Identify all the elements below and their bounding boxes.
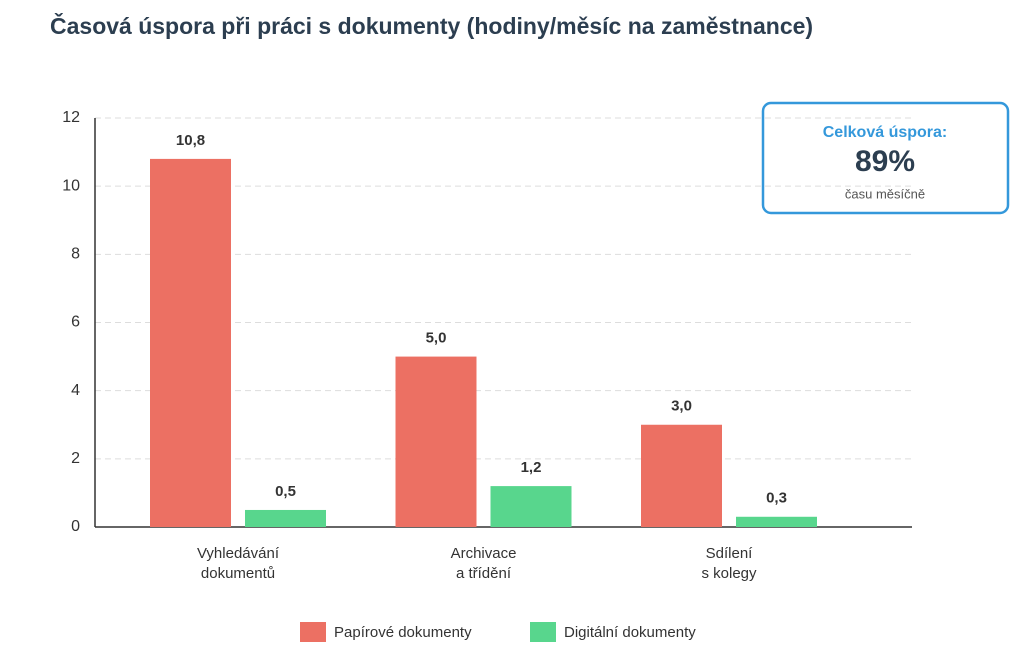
value-label: 1,2	[521, 459, 542, 476]
annotation-title: Celková úspora:	[823, 124, 947, 141]
x-tick-label: Sdílení s kolegy	[701, 545, 757, 582]
x-tick-label: Archivace a třídění	[451, 545, 517, 582]
legend-swatch	[300, 622, 326, 642]
value-label: 0,3	[766, 490, 787, 507]
x-tick-line: a třídění	[456, 565, 512, 582]
x-tick-line: s kolegy	[701, 565, 757, 582]
bar	[150, 158, 231, 527]
y-tick-label: 12	[62, 109, 80, 126]
bar	[395, 356, 477, 527]
x-tick-line: Vyhledávání	[197, 545, 280, 562]
value-label: 10,8	[176, 132, 205, 149]
value-label: 5,0	[426, 330, 447, 347]
bar	[245, 509, 326, 527]
x-tick-line: Archivace	[451, 545, 517, 562]
annotation-box	[761, 101, 1010, 215]
x-tick-line: dokumentů	[201, 565, 275, 582]
value-label: 0,5	[275, 483, 296, 500]
legend-label: Digitální dokumenty	[564, 624, 696, 641]
legend-swatch	[530, 622, 556, 642]
y-tick-label: 2	[71, 450, 80, 467]
y-tick-label: 8	[71, 246, 80, 263]
x-tick-label: Vyhledávání dokumentů	[197, 545, 280, 582]
chart-title: Časová úspora při práci s dokumenty (hod…	[50, 12, 813, 39]
y-tick-label: 10	[62, 177, 80, 194]
x-tick-line: Sdílení	[706, 545, 754, 562]
annotation-text: času měsíčně	[845, 186, 925, 201]
y-tick-label: 0	[71, 518, 80, 535]
bar	[641, 424, 722, 527]
bar	[736, 516, 817, 527]
y-tick-label: 6	[71, 314, 80, 331]
bar	[490, 486, 572, 527]
y-tick-label: 4	[71, 382, 80, 399]
annotation-value: 89%	[855, 145, 915, 178]
legend-label: Papírové dokumenty	[334, 624, 472, 641]
value-label: 3,0	[671, 398, 692, 415]
